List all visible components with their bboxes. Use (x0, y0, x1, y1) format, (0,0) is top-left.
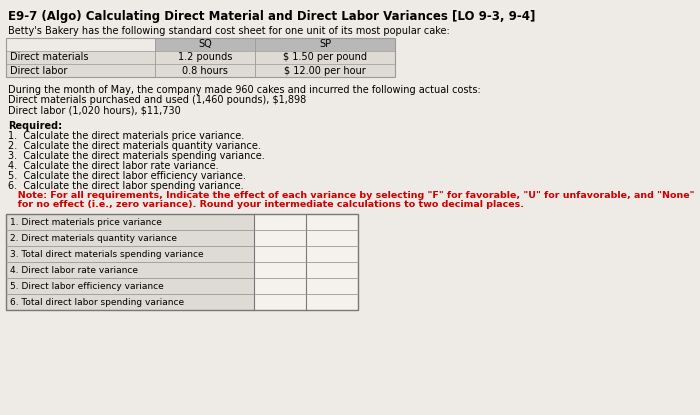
Bar (155, 38, 395, 51)
Bar (6, 230, 254, 246)
Text: 5. Direct labor efficiency variance: 5. Direct labor efficiency variance (10, 281, 164, 290)
Bar (6, 214, 254, 230)
Text: 4.  Calculate the direct labor rate variance.: 4. Calculate the direct labor rate varia… (8, 161, 218, 171)
Text: $ 1.50 per pound: $ 1.50 per pound (283, 53, 367, 63)
Bar (306, 294, 358, 310)
Text: Direct materials: Direct materials (10, 53, 88, 63)
Text: Betty's Bakery has the following standard cost sheet for one unit of its most po: Betty's Bakery has the following standar… (8, 26, 449, 36)
Bar (6, 278, 254, 294)
Text: for no effect (i.e., zero variance). Round your intermediate calculations to two: for no effect (i.e., zero variance). Rou… (8, 200, 524, 209)
Bar (6, 64, 395, 77)
Text: Direct labor (1,020 hours), $11,730: Direct labor (1,020 hours), $11,730 (8, 105, 181, 115)
Text: Direct materials purchased and used (1,460 pounds), $1,898: Direct materials purchased and used (1,4… (8, 95, 307, 105)
Bar (306, 278, 358, 294)
Text: E9-7 (Algo) Calculating Direct Material and Direct Labor Variances [LO 9-3, 9-4]: E9-7 (Algo) Calculating Direct Material … (8, 10, 536, 23)
Bar (254, 294, 306, 310)
Text: Required:: Required: (8, 121, 62, 131)
Text: 2. Direct materials quantity variance: 2. Direct materials quantity variance (10, 234, 177, 242)
Bar (254, 214, 306, 230)
Text: 4. Direct labor rate variance: 4. Direct labor rate variance (10, 266, 138, 274)
Text: 1.  Calculate the direct materials price variance.: 1. Calculate the direct materials price … (8, 131, 244, 141)
Text: 1. Direct materials price variance: 1. Direct materials price variance (10, 217, 162, 227)
Bar (6, 214, 358, 310)
Text: 5.  Calculate the direct labor efficiency variance.: 5. Calculate the direct labor efficiency… (8, 171, 246, 181)
Bar (306, 214, 358, 230)
Bar (6, 38, 395, 77)
Text: SQ: SQ (198, 39, 212, 49)
Text: Direct labor: Direct labor (10, 66, 67, 76)
Bar (254, 230, 306, 246)
Text: 1.2 pounds: 1.2 pounds (178, 53, 232, 63)
Bar (254, 278, 306, 294)
Text: $ 12.00 per hour: $ 12.00 per hour (284, 66, 366, 76)
Bar (306, 246, 358, 262)
Bar (6, 246, 254, 262)
Text: 3.  Calculate the direct materials spending variance.: 3. Calculate the direct materials spendi… (8, 151, 265, 161)
Text: SP: SP (319, 39, 331, 49)
Bar (254, 246, 306, 262)
Text: 3. Total direct materials spending variance: 3. Total direct materials spending varia… (10, 249, 204, 259)
Bar (306, 262, 358, 278)
Bar (254, 262, 306, 278)
Text: 6.  Calculate the direct labor spending variance.: 6. Calculate the direct labor spending v… (8, 181, 244, 191)
Text: Note: For all requirements, Indicate the effect of each variance by selecting "F: Note: For all requirements, Indicate the… (8, 191, 694, 200)
Bar (6, 51, 395, 64)
Text: 2.  Calculate the direct materials quantity variance.: 2. Calculate the direct materials quanti… (8, 141, 261, 151)
Text: 6. Total direct labor spending variance: 6. Total direct labor spending variance (10, 298, 184, 307)
Text: 0.8 hours: 0.8 hours (182, 66, 228, 76)
Bar (306, 230, 358, 246)
Bar (6, 294, 254, 310)
Bar (6, 262, 254, 278)
Text: During the month of May, the company made 960 cakes and incurred the following a: During the month of May, the company mad… (8, 85, 481, 95)
